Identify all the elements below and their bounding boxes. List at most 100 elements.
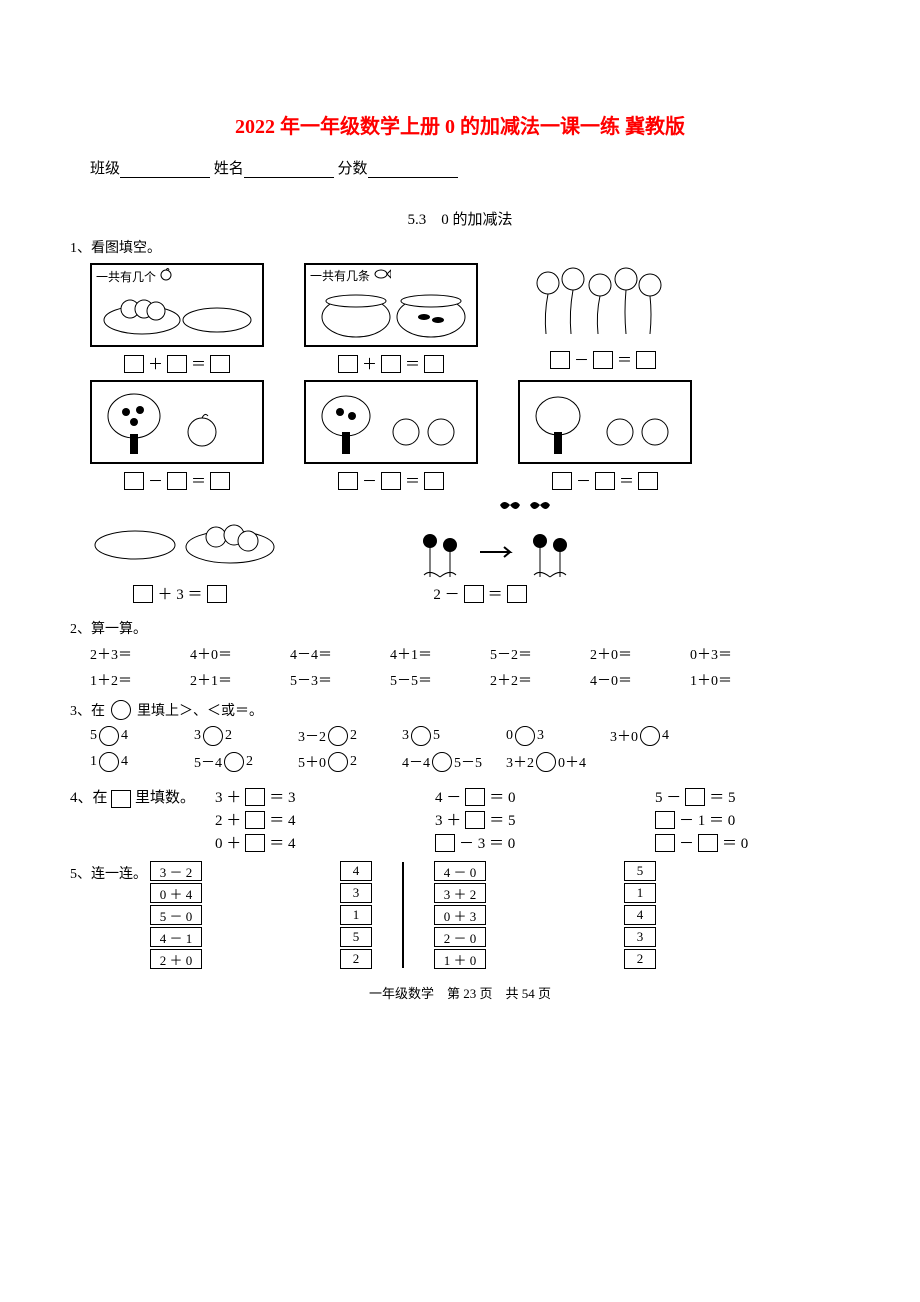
match-expr[interactable]: 4 － 1: [150, 927, 202, 947]
eq: － ＝: [124, 470, 230, 491]
answer-box[interactable]: [595, 472, 615, 490]
cmp-item: 4－45－5: [402, 752, 482, 772]
match-num[interactable]: 5: [340, 927, 372, 947]
answer-circle[interactable]: [640, 726, 660, 746]
score-label: 分数: [338, 161, 368, 177]
answer-box[interactable]: [655, 834, 675, 852]
arith-item[interactable]: 4－0＝: [590, 670, 660, 690]
answer-circle[interactable]: [99, 752, 119, 772]
answer-box[interactable]: [167, 472, 187, 490]
cmp-item: 3＋20＋4: [506, 752, 586, 772]
match-num[interactable]: 2: [624, 949, 656, 969]
match-num[interactable]: 1: [624, 883, 656, 903]
answer-box[interactable]: [167, 355, 187, 373]
op: ＋: [362, 353, 377, 374]
answer-box[interactable]: [245, 834, 265, 852]
arith-item[interactable]: 2＋0＝: [590, 644, 660, 664]
answer-box[interactable]: [245, 811, 265, 829]
match-num[interactable]: 4: [624, 905, 656, 925]
answer-box[interactable]: [133, 585, 153, 603]
answer-circle[interactable]: [432, 752, 452, 772]
answer-box[interactable]: [552, 472, 572, 490]
arith-item[interactable]: 5－2＝: [490, 644, 560, 664]
q1-row1: 一共有几个 ＋ ＝ 一共有几条: [90, 263, 860, 374]
arith-item[interactable]: 4＋1＝: [390, 644, 460, 664]
answer-box[interactable]: [207, 585, 227, 603]
answer-box[interactable]: [550, 351, 570, 369]
class-blank[interactable]: [120, 177, 210, 178]
cmp-l: 0: [506, 728, 513, 744]
page-footer: 一年级数学 第 23 页 共 54 页: [60, 983, 860, 1002]
arith-item[interactable]: 2＋1＝: [190, 670, 260, 690]
answer-box[interactable]: [124, 355, 144, 373]
answer-box[interactable]: [507, 585, 527, 603]
answer-box[interactable]: [338, 472, 358, 490]
tree-apples-icon: [90, 380, 264, 464]
arith-item[interactable]: 4＋0＝: [190, 644, 260, 664]
match-expr[interactable]: 5 － 0: [150, 905, 202, 925]
answer-circle[interactable]: [328, 752, 348, 772]
match-num[interactable]: 3: [340, 883, 372, 903]
eq-sign: ＝: [405, 470, 420, 491]
cmp-l: 3: [402, 728, 409, 744]
arith-item[interactable]: 2＋3＝: [90, 644, 160, 664]
match-expr[interactable]: 1 ＋ 0: [434, 949, 486, 969]
answer-box[interactable]: [465, 788, 485, 806]
answer-box[interactable]: [685, 788, 705, 806]
fill-item: － 3 ＝ 0: [435, 832, 585, 853]
match-expr[interactable]: 0 ＋ 3: [434, 905, 486, 925]
answer-box[interactable]: [210, 472, 230, 490]
answer-box[interactable]: [245, 788, 265, 806]
answer-box[interactable]: [465, 811, 485, 829]
answer-box[interactable]: [338, 355, 358, 373]
match-expr[interactable]: 2 － 0: [434, 927, 486, 947]
answer-box[interactable]: [636, 351, 656, 369]
match-num[interactable]: 3: [624, 927, 656, 947]
match-expr[interactable]: 2 ＋ 0: [150, 949, 202, 969]
q3-label-after: 里填上＞、＜或＝。: [137, 700, 263, 720]
arith-item[interactable]: 2＋2＝: [490, 670, 560, 690]
match-num[interactable]: 5: [624, 861, 656, 881]
match-expr[interactable]: 0 ＋ 4: [150, 883, 202, 903]
answer-box[interactable]: [381, 472, 401, 490]
cmp-r: 2: [350, 754, 357, 770]
arith-item[interactable]: 1＋2＝: [90, 670, 160, 690]
match-expr[interactable]: 4 － 0: [434, 861, 486, 881]
match-num[interactable]: 2: [340, 949, 372, 969]
match-expr[interactable]: 3 ＋ 2: [434, 883, 486, 903]
answer-box[interactable]: [424, 355, 444, 373]
answer-circle[interactable]: [411, 726, 431, 746]
arith-item[interactable]: 5－3＝: [290, 670, 360, 690]
match-num[interactable]: 4: [340, 861, 372, 881]
answer-box[interactable]: [698, 834, 718, 852]
match-lines-area[interactable]: [510, 861, 600, 967]
footer-page-total: 54: [522, 986, 535, 1001]
arith-item[interactable]: 0＋3＝: [690, 644, 760, 664]
match-num[interactable]: 1: [340, 905, 372, 925]
answer-box[interactable]: [638, 472, 658, 490]
answer-box[interactable]: [593, 351, 613, 369]
name-blank[interactable]: [244, 177, 334, 178]
answer-circle[interactable]: [328, 726, 348, 746]
answer-box[interactable]: [655, 811, 675, 829]
answer-box[interactable]: [435, 834, 455, 852]
arith-item[interactable]: 1＋0＝: [690, 670, 760, 690]
answer-box[interactable]: [464, 585, 484, 603]
answer-circle[interactable]: [515, 726, 535, 746]
answer-box[interactable]: [424, 472, 444, 490]
q1-r3-b: 2 － ＝: [390, 497, 570, 604]
answer-circle[interactable]: [536, 752, 556, 772]
arith-item[interactable]: 5－5＝: [390, 670, 460, 690]
answer-box[interactable]: [381, 355, 401, 373]
arith-item[interactable]: 4－4＝: [290, 644, 360, 664]
answer-circle[interactable]: [99, 726, 119, 746]
match-expr[interactable]: 3 － 2: [150, 861, 202, 881]
answer-box[interactable]: [210, 355, 230, 373]
post: ＝ 5: [709, 786, 735, 807]
answer-box[interactable]: [124, 472, 144, 490]
tree-apples-icon: [518, 380, 692, 464]
score-blank[interactable]: [368, 177, 458, 178]
answer-circle[interactable]: [224, 752, 244, 772]
match-lines-area[interactable]: [226, 861, 316, 967]
answer-circle[interactable]: [203, 726, 223, 746]
